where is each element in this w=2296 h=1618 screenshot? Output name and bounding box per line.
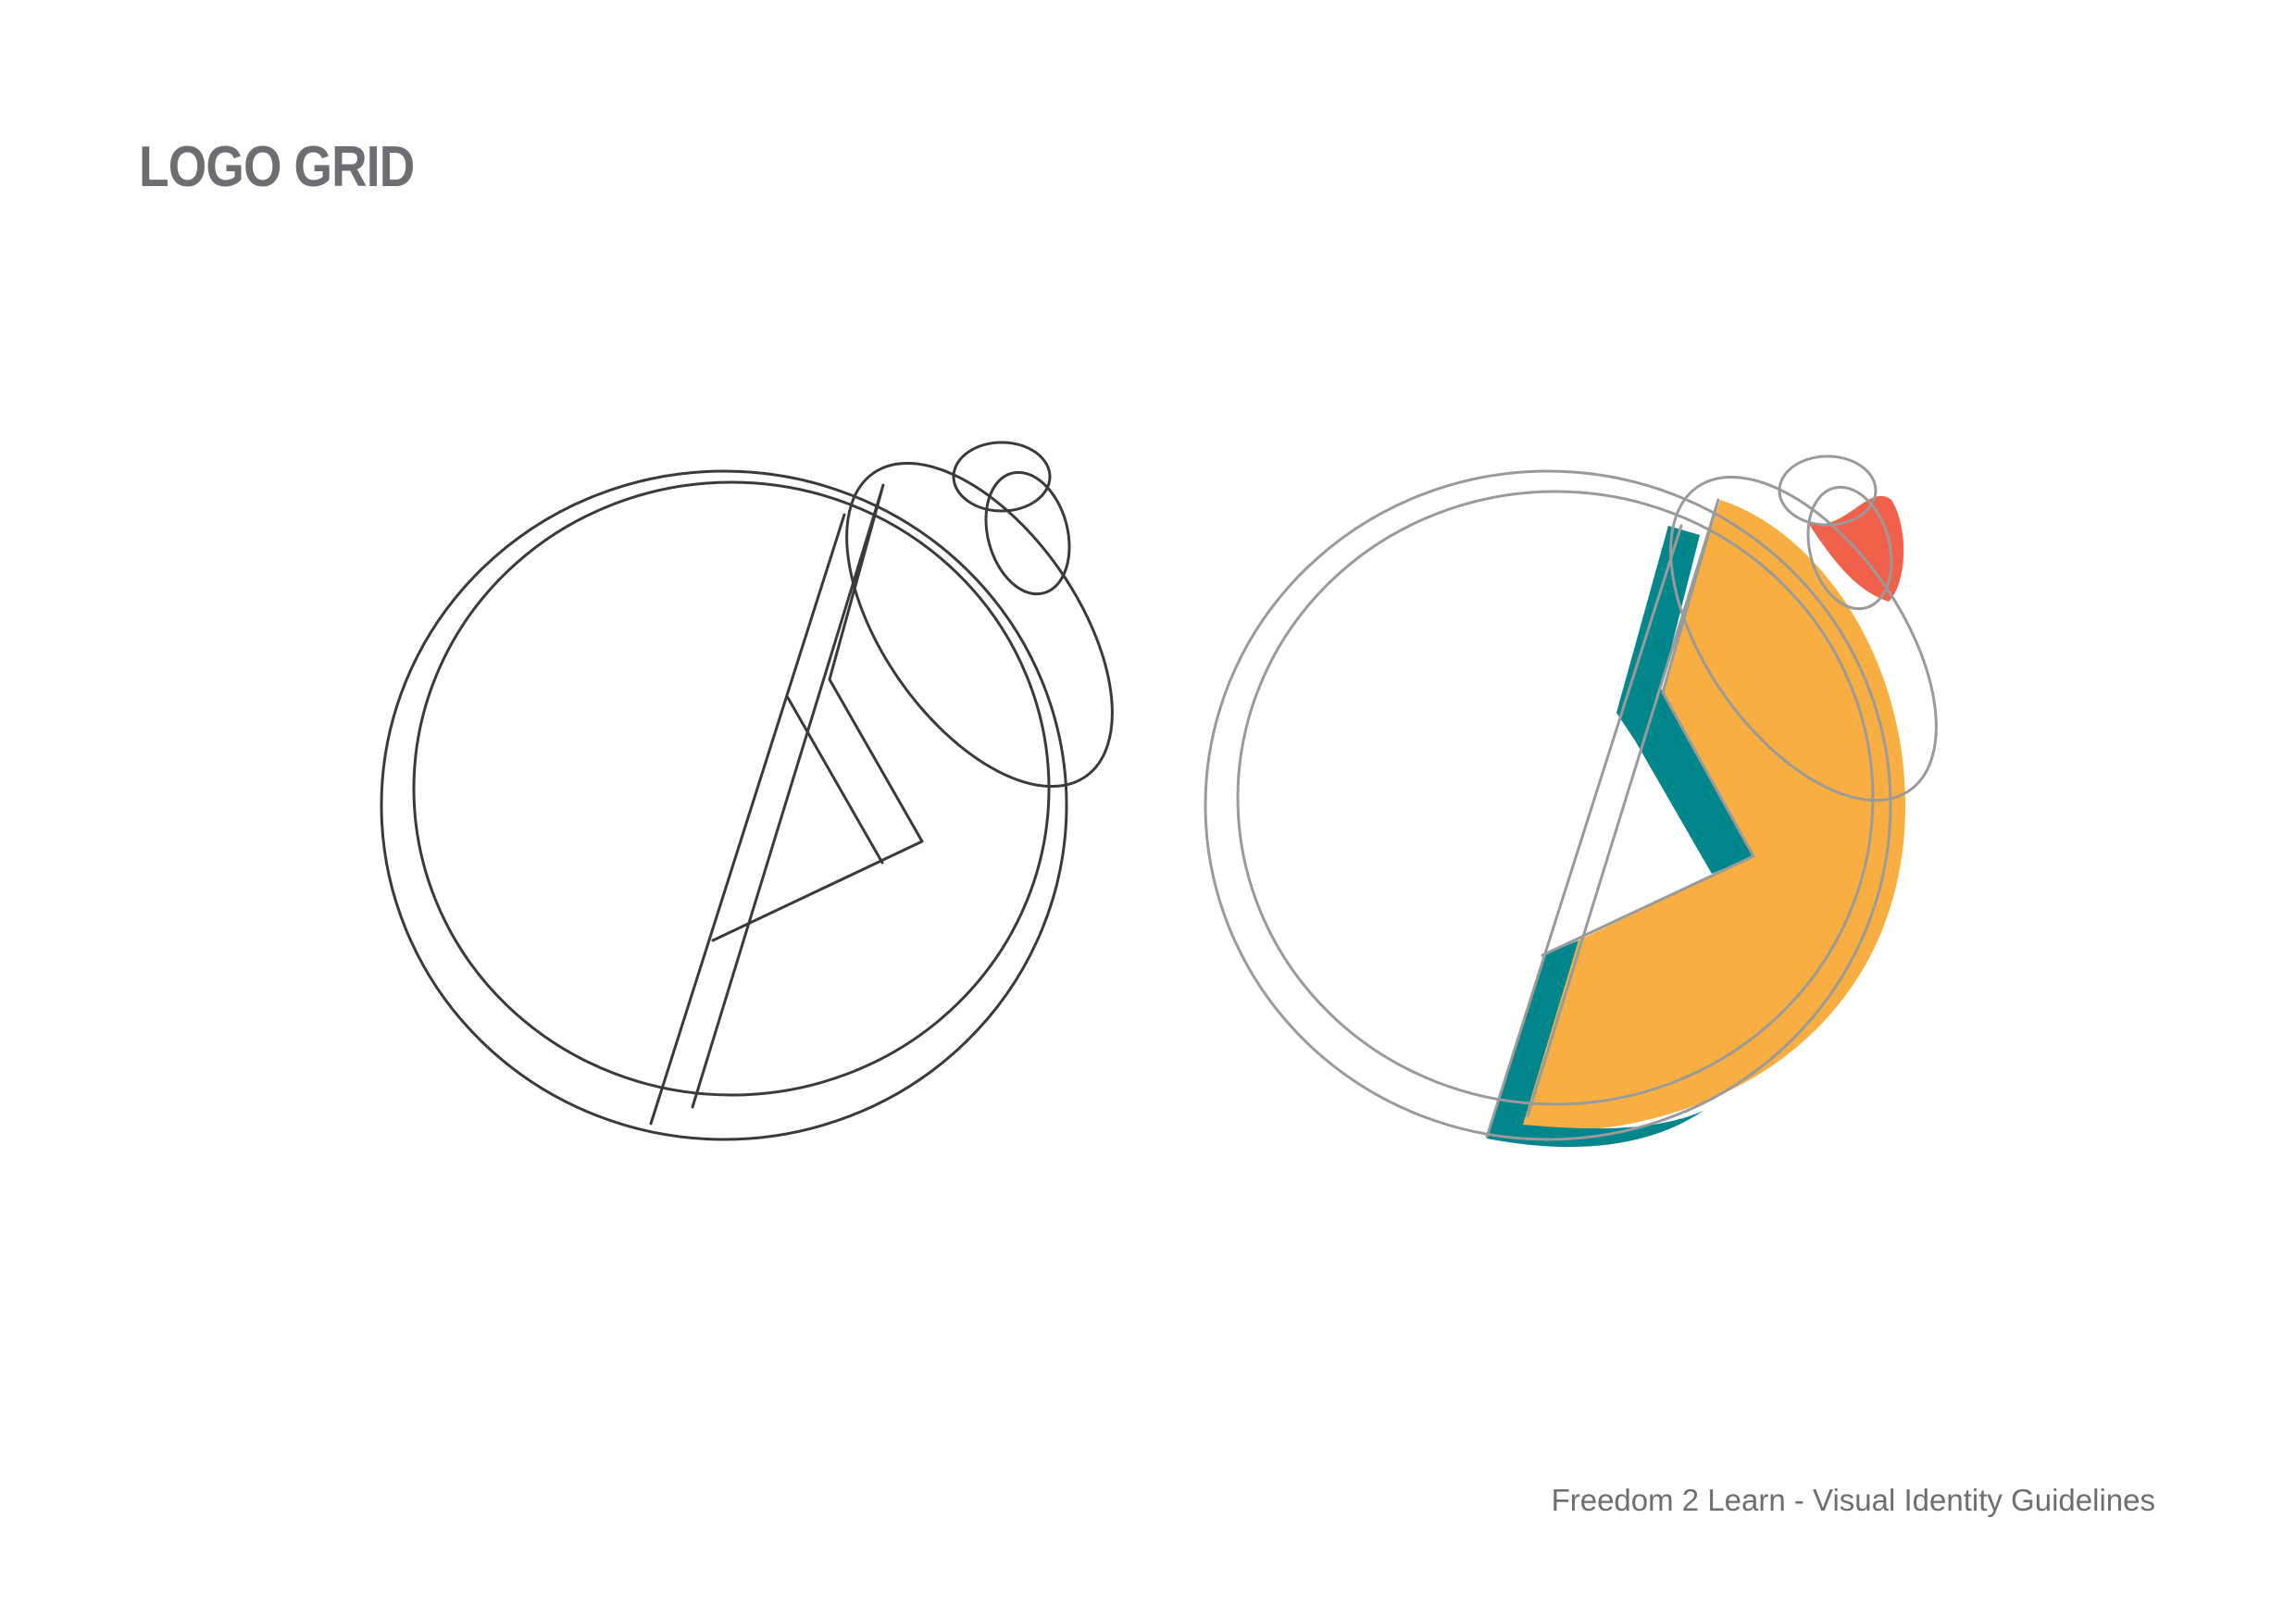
grid-diagonal-stroke bbox=[649, 513, 846, 1126]
grid-small-ellipse-b bbox=[984, 470, 1071, 596]
logo-grid-large-tilted-ellipse bbox=[1669, 475, 1938, 803]
page-title: LOGO GRID bbox=[139, 135, 415, 199]
logo-grid-diagonal-stroke bbox=[1485, 524, 1683, 1139]
grid-small-ellipse-a bbox=[952, 441, 1052, 513]
logo-orange-shape bbox=[1523, 500, 1905, 1132]
grid-arrow-outline bbox=[691, 483, 924, 1109]
logo-grid-inner-circle bbox=[1236, 490, 1875, 1106]
logo-grid-arrow-outline bbox=[1526, 498, 1755, 1118]
logo-construction-grid bbox=[380, 441, 1114, 1141]
logo-teal-lower-stroke bbox=[1487, 940, 1703, 1148]
grid-inner-circle bbox=[412, 480, 1051, 1097]
logo-grid-outer-circle bbox=[1204, 469, 1892, 1141]
grid-large-tilted-ellipse bbox=[845, 461, 1114, 789]
logo-filled-over-grid bbox=[1204, 454, 1938, 1148]
grid-arrow-inner-line bbox=[785, 694, 884, 865]
logo-teal-upper-stroke bbox=[1616, 526, 1753, 874]
grid-outer-circle bbox=[380, 469, 1068, 1141]
logo-grid-small-ellipse-a bbox=[1778, 454, 1878, 527]
footer-caption: Freedom 2 Learn - Visual Identity Guidel… bbox=[1551, 1483, 2155, 1517]
logo-grid-small-ellipse-b bbox=[1806, 485, 1893, 611]
